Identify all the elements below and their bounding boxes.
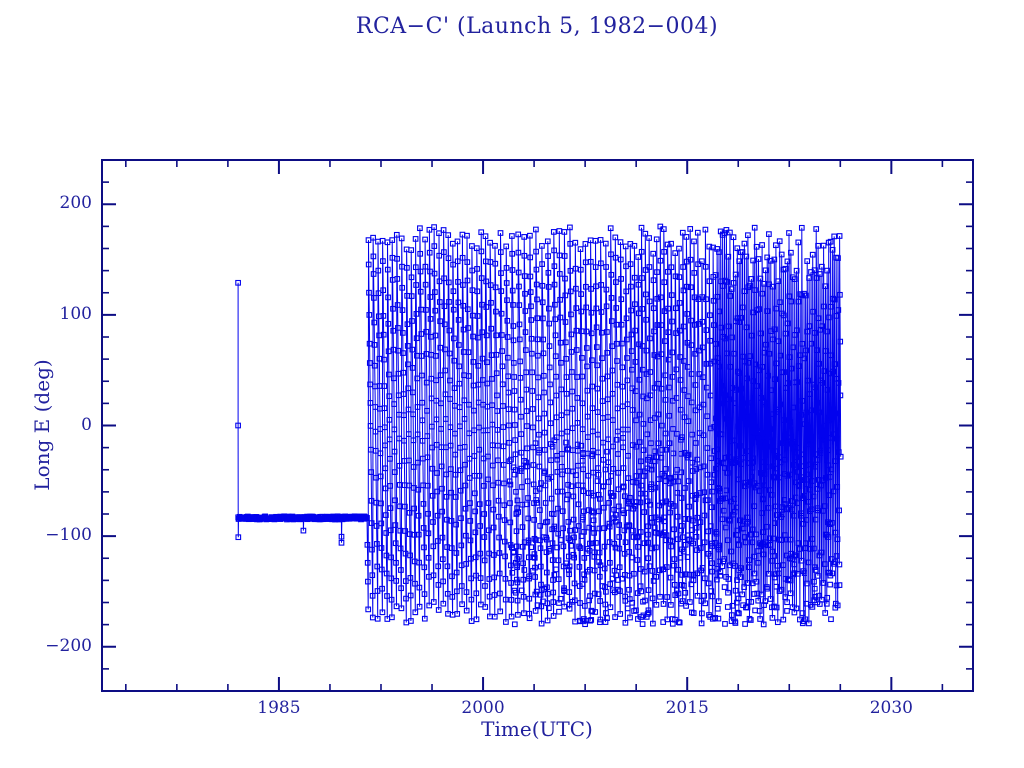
chart-title: RCA−C' (Launch 5, 1982−004) <box>355 14 719 39</box>
x-tick-label-1985: 1985 <box>257 698 301 718</box>
data-layer <box>235 223 844 628</box>
y-tick-label-100: 100 <box>59 303 92 324</box>
x-tick-label-2030: 2030 <box>869 698 913 718</box>
y-tick-label-neg200: −200 <box>45 635 92 656</box>
y-tick-label-200: 200 <box>59 193 92 214</box>
y-tick-label-neg100: −100 <box>45 525 92 546</box>
y-tick-label-0: 0 <box>81 414 92 435</box>
x-tick-label-2015: 2015 <box>665 698 709 718</box>
x-axis-title: Time(UTC) <box>481 717 593 741</box>
axes-layer <box>101 159 974 692</box>
x-tick-label-2000: 2000 <box>461 698 505 718</box>
